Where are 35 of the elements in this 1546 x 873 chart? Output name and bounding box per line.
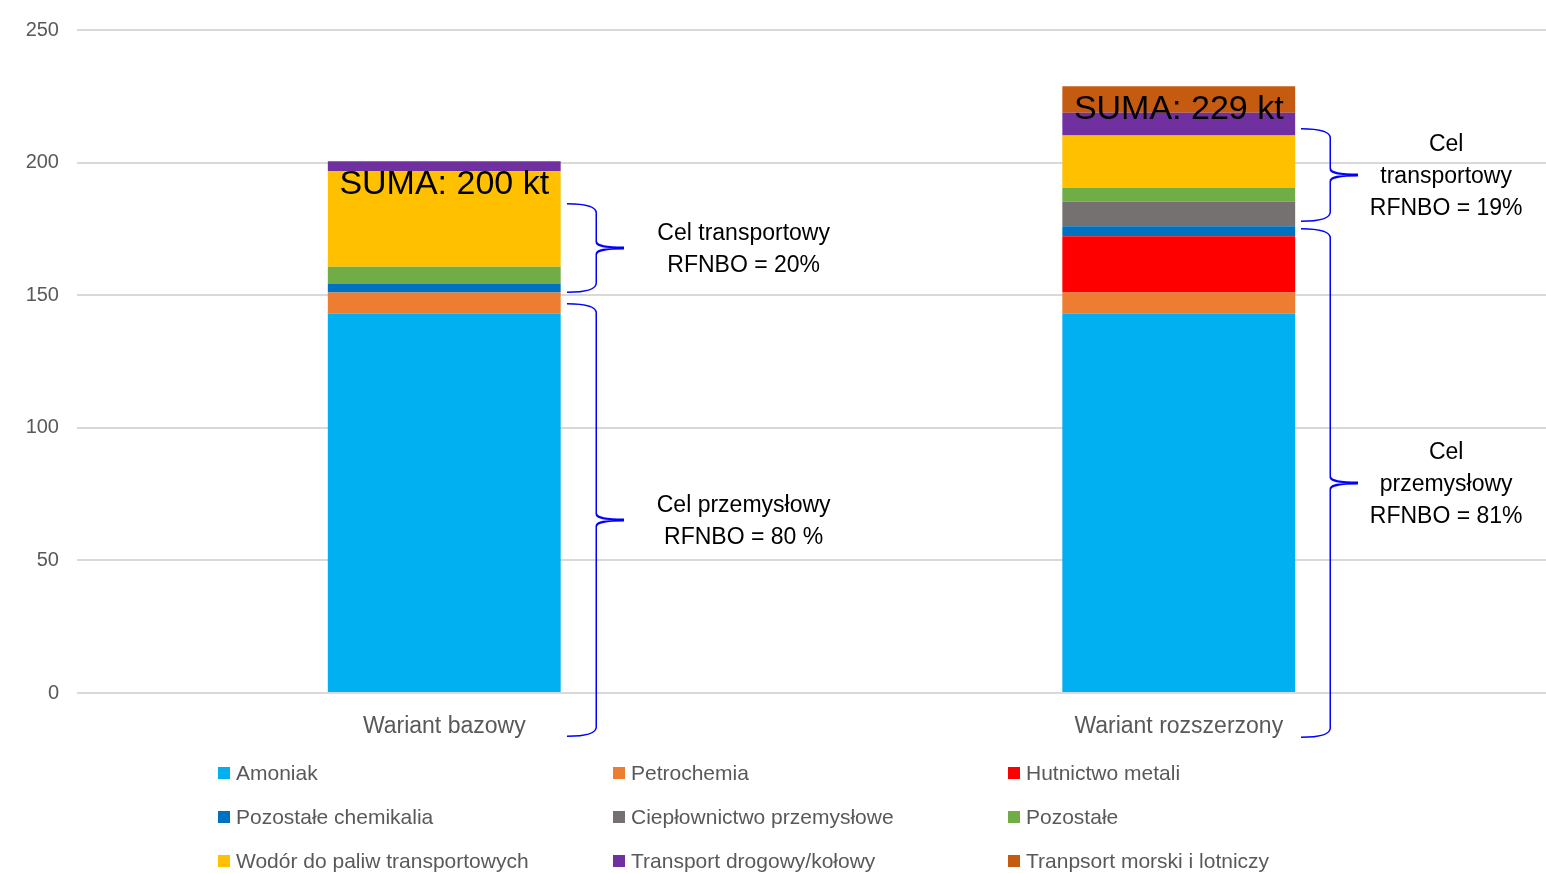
- bar: [1062, 201, 1296, 227]
- x-tick-label: Wariant bazowy: [362, 712, 527, 739]
- y-tick-label: 150: [25, 282, 59, 305]
- bar: [1062, 236, 1296, 293]
- annotation: Cel transportowy RFNBO = 19%: [1368, 129, 1524, 222]
- bar: [327, 171, 561, 267]
- y-tick-label: 100: [25, 415, 59, 438]
- legend-label: Pozostałe: [1026, 804, 1119, 830]
- legend-label: Wodór do paliw transportowych: [236, 848, 529, 873]
- annotation: Cel przemysłowy RFNBO = 80 %: [655, 490, 832, 551]
- legend-label: Transport drogowy/kołowy: [631, 848, 876, 873]
- x-tick-label: Wariant rozszerzony: [1074, 712, 1284, 739]
- y-tick-label: 0: [47, 680, 59, 703]
- bar: [327, 161, 561, 172]
- bar: [327, 283, 561, 293]
- legend-label: Hutnictwo metali: [1026, 760, 1181, 786]
- bar: [327, 266, 561, 284]
- bar: [1062, 135, 1296, 188]
- bar: [1062, 313, 1296, 692]
- y-tick-label: 50: [36, 547, 59, 570]
- legend-label: Tranpsort morski i lotniczy: [1026, 848, 1270, 873]
- y-tick-label: 250: [25, 17, 59, 40]
- bar: [1062, 292, 1296, 314]
- bar: [327, 313, 561, 692]
- legend-label: Amoniak: [236, 760, 318, 786]
- bar: [327, 292, 561, 314]
- annotation: Cel transportowy RFNBO = 20%: [656, 218, 831, 279]
- bar: [1062, 226, 1296, 237]
- legend-label: Pozostałe chemikalia: [236, 804, 434, 830]
- annotation: Cel przemysłowy RFNBO = 81%: [1368, 437, 1524, 530]
- legend-label: Ciepłownictwo przemysłowe: [631, 804, 894, 830]
- legend-label: Petrochemia: [631, 760, 749, 786]
- y-tick-label: 200: [25, 150, 59, 173]
- total-label: SUMA: 200 kt: [339, 163, 550, 202]
- bar: [1062, 187, 1296, 202]
